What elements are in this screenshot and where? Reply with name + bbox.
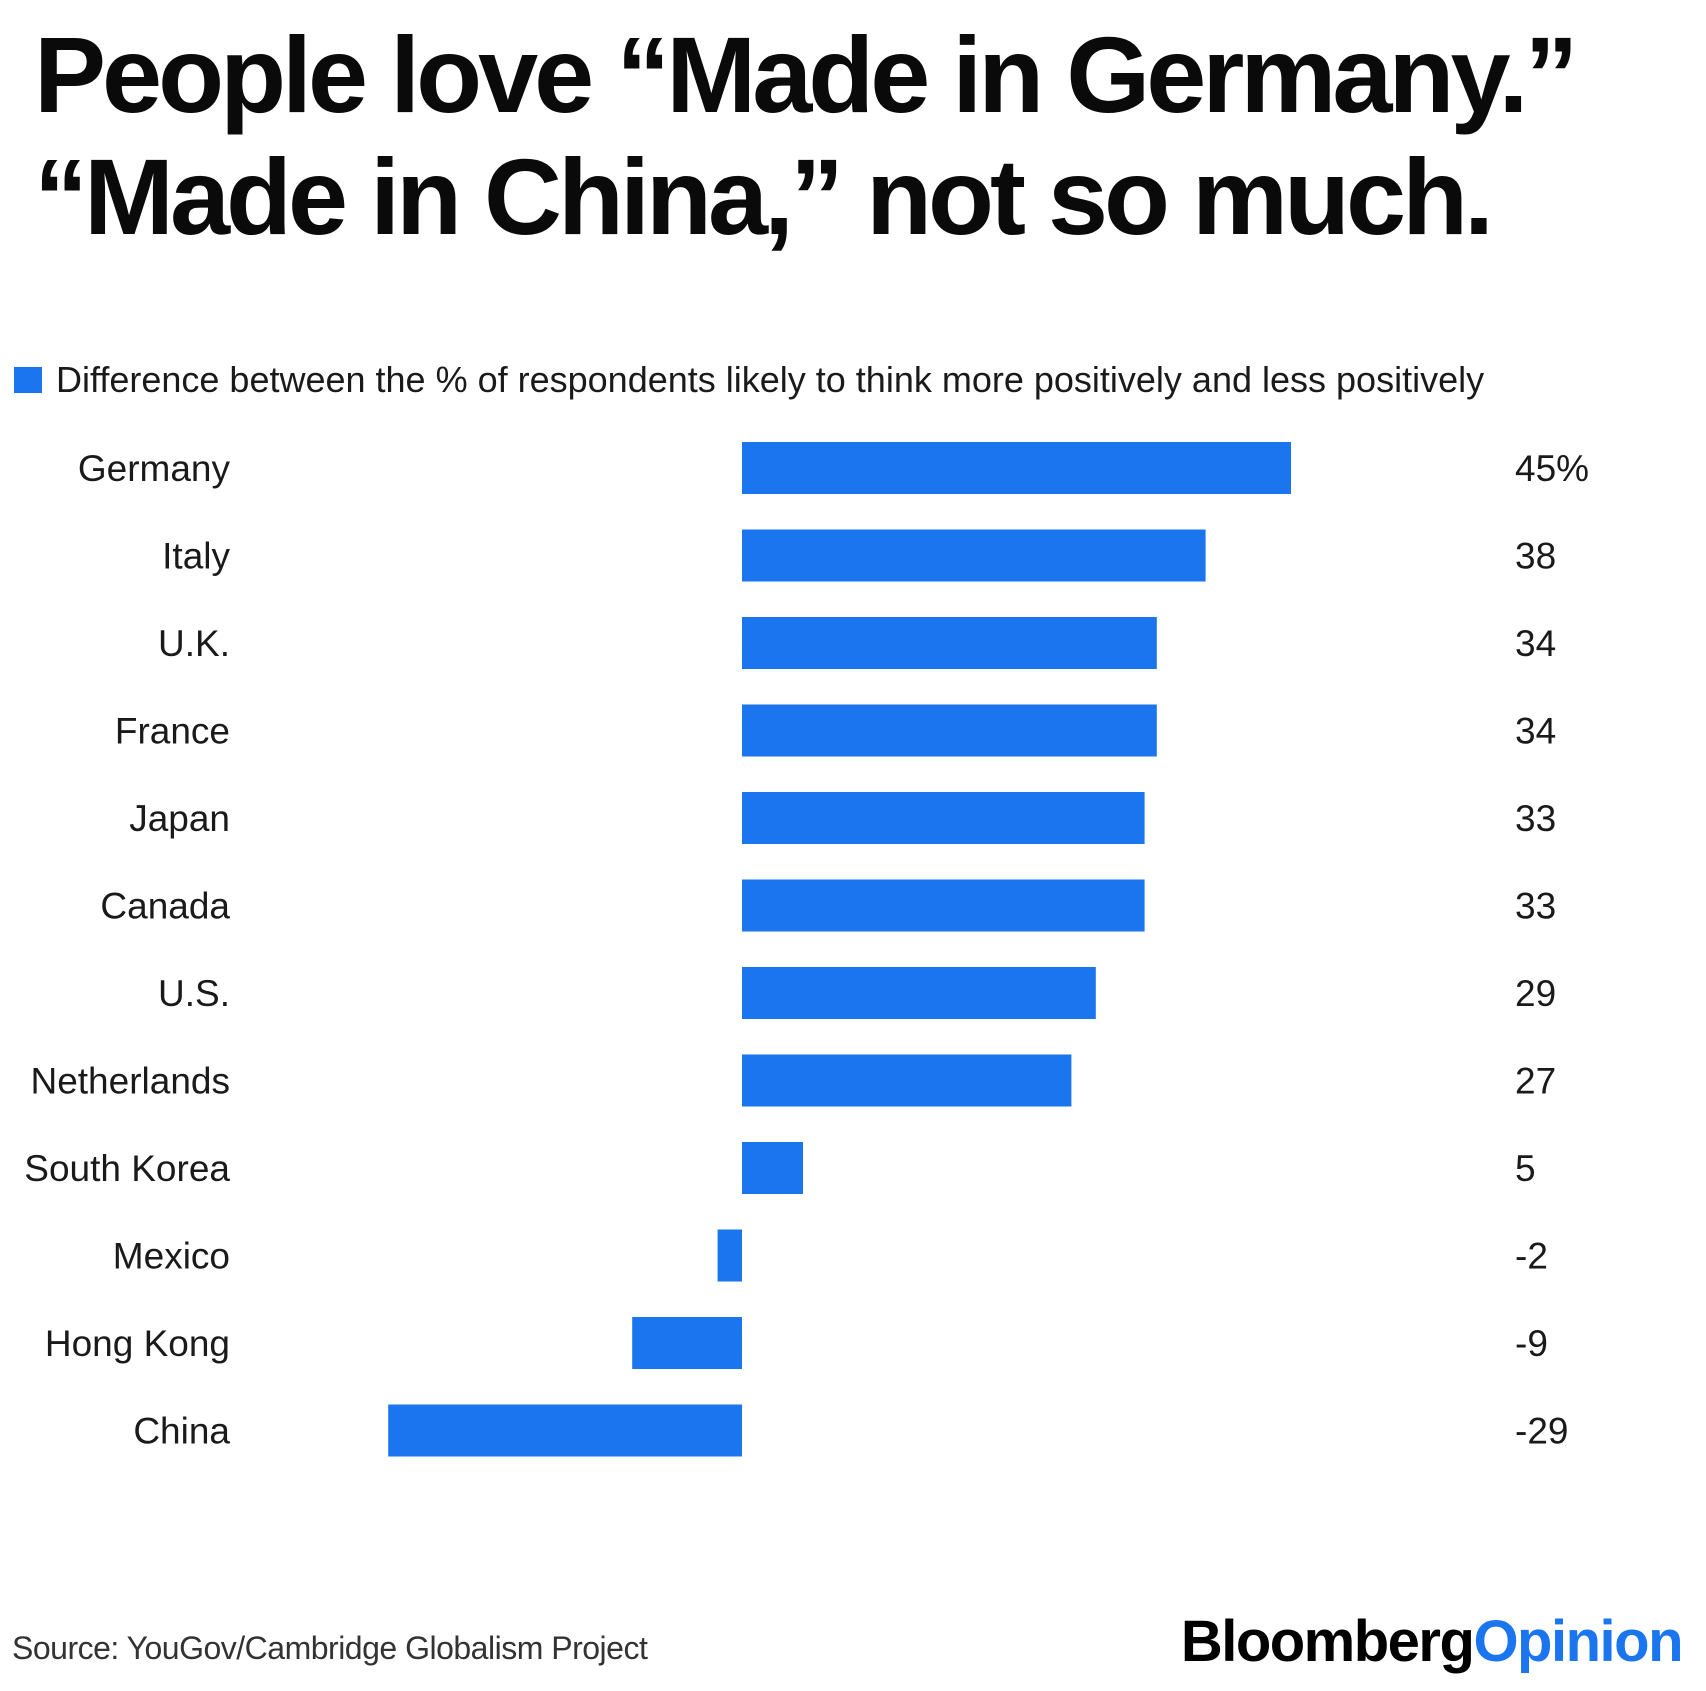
category-label: Hong Kong bbox=[45, 1323, 230, 1364]
bar bbox=[388, 1404, 742, 1457]
category-label: U.S. bbox=[158, 973, 230, 1014]
value-label: -29 bbox=[1515, 1411, 1568, 1452]
category-label: Germany bbox=[78, 448, 231, 489]
bar bbox=[632, 1317, 742, 1369]
bar bbox=[742, 1054, 1072, 1107]
bar bbox=[742, 529, 1206, 582]
category-label: France bbox=[115, 711, 230, 752]
bar bbox=[742, 967, 1096, 1019]
chart-title: People love “Made in Germany.” “Made in … bbox=[34, 14, 1674, 258]
bar bbox=[742, 704, 1157, 757]
bar bbox=[742, 792, 1145, 844]
category-label: Italy bbox=[162, 536, 230, 577]
value-label: 29 bbox=[1515, 973, 1556, 1014]
bar-chart: Germany 45% Italy 38 U.K. 34 France 34 Japan 33 Ca… bbox=[24, 442, 1589, 1457]
value-label: -2 bbox=[1515, 1236, 1548, 1277]
value-label: 34 bbox=[1515, 623, 1556, 664]
category-label: South Korea bbox=[24, 1148, 230, 1189]
legend-label: Difference between the % of respondents … bbox=[56, 359, 1485, 400]
value-label: 27 bbox=[1515, 1061, 1556, 1102]
value-label: 33 bbox=[1515, 886, 1556, 927]
bar bbox=[742, 442, 1291, 494]
value-label: 33 bbox=[1515, 798, 1556, 839]
legend-swatch bbox=[14, 367, 42, 393]
value-label: 45% bbox=[1515, 448, 1589, 489]
bar bbox=[742, 1142, 803, 1194]
value-label: 38 bbox=[1515, 536, 1556, 577]
bar bbox=[742, 617, 1157, 669]
category-label: U.K. bbox=[158, 623, 230, 664]
bar bbox=[717, 1229, 742, 1282]
category-label: Canada bbox=[100, 886, 230, 927]
logo-opinion: Opinion bbox=[1473, 1609, 1683, 1674]
value-label: 5 bbox=[1515, 1148, 1536, 1189]
category-label: Mexico bbox=[113, 1236, 230, 1277]
category-label: China bbox=[133, 1411, 230, 1452]
legend: Difference between the % of respondents … bbox=[14, 358, 1484, 402]
title-line-2: “Made in China,” not so much. bbox=[34, 136, 1494, 257]
bloomberg-opinion-logo: BloombergOpinion bbox=[1180, 1608, 1684, 1675]
logo-bloomberg: Bloomberg bbox=[1180, 1609, 1475, 1674]
bar bbox=[742, 879, 1145, 932]
source-note: Source: YouGov/Cambridge Globalism Proje… bbox=[12, 1630, 648, 1666]
title-line-1: People love “Made in Germany.” bbox=[34, 14, 1579, 135]
category-label: Japan bbox=[129, 798, 230, 839]
category-label: Netherlands bbox=[30, 1061, 230, 1102]
value-label: 34 bbox=[1515, 711, 1556, 752]
value-label: -9 bbox=[1515, 1323, 1548, 1364]
